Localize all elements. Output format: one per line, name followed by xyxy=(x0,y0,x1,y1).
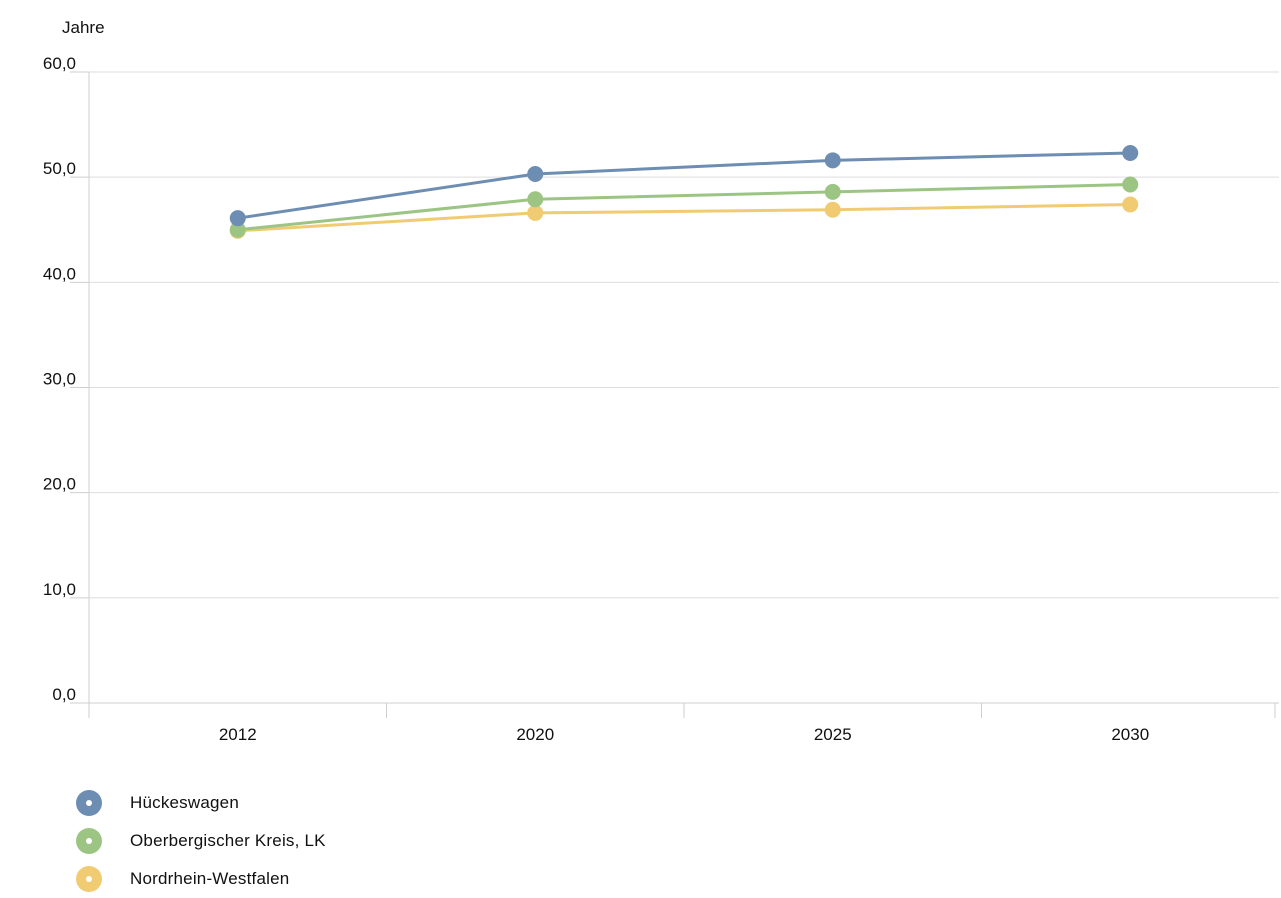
data-point xyxy=(1122,176,1139,193)
x-tick-label: 2030 xyxy=(1111,725,1149,744)
y-tick-label: 60,0 xyxy=(43,54,76,73)
legend-label: Oberbergischer Kreis, LK xyxy=(130,831,326,850)
legend-marker-icon xyxy=(76,828,102,854)
gridlines xyxy=(89,71,1279,599)
legend-label: Hückeswagen xyxy=(130,793,239,812)
y-tick-label: 20,0 xyxy=(43,475,76,494)
legend-label: Nordrhein-Westfalen xyxy=(130,869,290,888)
y-axis-unit-label: Jahre xyxy=(62,18,105,37)
x-tick-label: 2012 xyxy=(219,725,257,744)
data-point xyxy=(1122,196,1139,213)
legend-marker-dot xyxy=(86,800,92,806)
legend-marker-icon xyxy=(76,866,102,892)
data-point xyxy=(1122,144,1139,161)
legend: Hückeswagen Oberbergischer Kreis, LK Nordr… xyxy=(76,784,326,898)
y-tick-label: 30,0 xyxy=(43,370,76,389)
legend-marker-dot xyxy=(86,838,92,844)
data-point xyxy=(229,221,246,238)
legend-item: Hückeswagen xyxy=(76,784,326,822)
data-point xyxy=(527,204,544,221)
data-point xyxy=(527,166,544,183)
data-point xyxy=(824,183,841,200)
y-tick-label: 10,0 xyxy=(43,580,76,599)
x-tick-label: 2025 xyxy=(814,725,852,744)
data-point xyxy=(527,191,544,208)
data-point xyxy=(824,152,841,169)
data-point xyxy=(824,201,841,218)
x-tick-label: 2020 xyxy=(516,725,554,744)
series-line xyxy=(237,151,1131,220)
y-tick-label: 50,0 xyxy=(43,159,76,178)
series-layer xyxy=(229,144,1139,239)
series-line xyxy=(237,203,1131,233)
y-axis-ticks: 0,0 10,0 20,0 30,0 40,0 50,0 60,0 xyxy=(43,54,89,704)
legend-marker-dot xyxy=(86,876,92,882)
y-tick-label: 40,0 xyxy=(43,264,76,283)
legend-item: Nordrhein-Westfalen xyxy=(76,860,326,898)
data-point xyxy=(229,210,246,227)
x-axis-ticks: 2012 2020 2025 2030 xyxy=(88,703,1276,744)
y-tick-label: 0,0 xyxy=(52,685,76,704)
legend-item: Oberbergischer Kreis, LK xyxy=(76,822,326,860)
series-line xyxy=(237,183,1131,232)
legend-marker-icon xyxy=(76,790,102,816)
